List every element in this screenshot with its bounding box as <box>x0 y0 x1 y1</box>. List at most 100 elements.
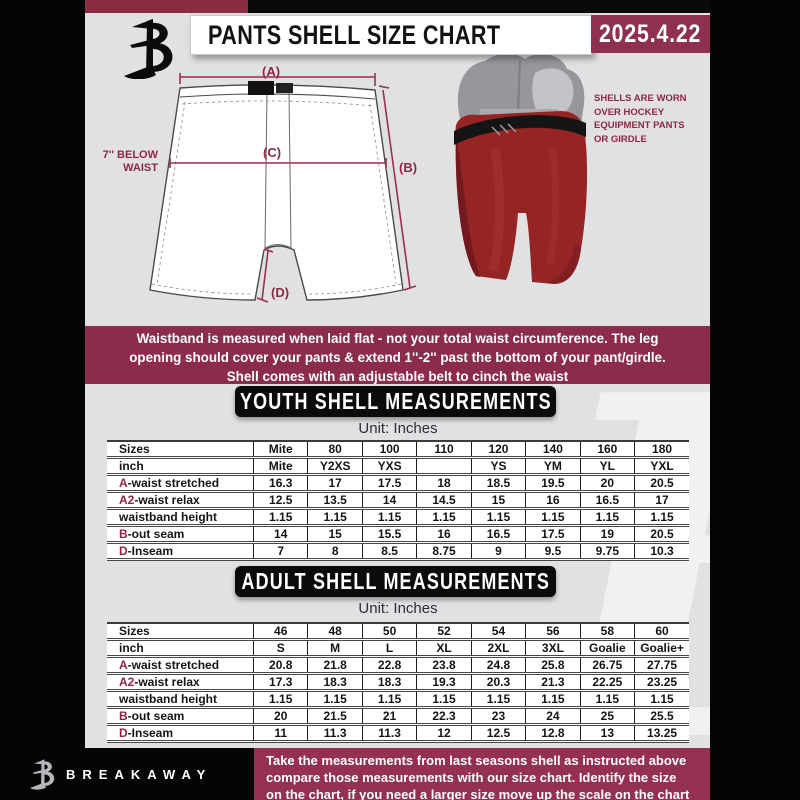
row-label: A-waist stretched <box>107 474 254 493</box>
date-text: 2025.4.22 <box>599 19 702 48</box>
size-value: 1.15 <box>307 508 363 527</box>
size-value: XL <box>416 639 472 658</box>
size-value: 17 <box>307 474 363 493</box>
size-value: S <box>252 639 308 658</box>
row-label: inch <box>107 639 254 658</box>
size-value <box>416 457 472 476</box>
size-value: 8.75 <box>416 542 472 561</box>
size-value: 13 <box>579 724 635 743</box>
size-value: L <box>361 639 417 658</box>
size-value: 1.15 <box>525 508 581 527</box>
size-value: 1.15 <box>470 690 526 709</box>
size-value: 24 <box>525 707 581 726</box>
size-value: 27.75 <box>634 656 689 675</box>
size-value: 1.15 <box>416 690 472 709</box>
size-value: 19.3 <box>416 673 472 692</box>
size-value: 15 <box>470 491 526 510</box>
top-strip-maroon <box>85 0 248 13</box>
size-value: 1.15 <box>252 508 308 527</box>
size-value: 1.15 <box>579 690 635 709</box>
size-value: 22.8 <box>361 656 417 675</box>
size-value: 14.5 <box>416 491 472 510</box>
size-value: 14 <box>361 491 417 510</box>
top-strip-black <box>248 0 710 13</box>
left-frame-bar <box>0 0 85 800</box>
size-column-header: 180 <box>634 441 689 459</box>
size-column-header: 46 <box>252 623 308 641</box>
size-column-header: 50 <box>361 623 417 641</box>
size-value: 19 <box>579 525 635 544</box>
size-value: 16.5 <box>579 491 635 510</box>
size-column-header: 48 <box>307 623 363 641</box>
size-value: 18.3 <box>307 673 363 692</box>
row-label: D-Inseam <box>107 724 254 743</box>
hockey-pants-photo <box>440 53 605 298</box>
row-label: A2-waist relax <box>107 673 254 692</box>
row-label: inch <box>107 457 254 476</box>
size-value: 23.8 <box>416 656 472 675</box>
adult-unit-label: Unit: Inches <box>358 600 438 617</box>
size-value: 22.3 <box>416 707 472 726</box>
youth-section-heading: YOUTH SHELL MEASUREMENTS <box>235 386 556 417</box>
size-value: 18.5 <box>470 474 526 493</box>
size-value: 17.3 <box>252 673 308 692</box>
size-value: 1.15 <box>634 690 689 709</box>
page-title: PANTS SHELL SIZE CHART <box>208 19 501 50</box>
size-value: 1.15 <box>470 508 526 527</box>
size-value: 20.3 <box>470 673 526 692</box>
size-value: 7 <box>252 542 308 561</box>
size-value: 21.8 <box>307 656 363 675</box>
right-frame-bar <box>710 0 800 800</box>
size-value: 9.75 <box>579 542 635 561</box>
size-value: 21 <box>361 707 417 726</box>
size-column-header: 52 <box>416 623 472 641</box>
size-value: 13.5 <box>307 491 363 510</box>
youth-size-table: Sizes Mite 80 100 110 120 140 160 180 inch Mite Y2X… <box>107 440 689 561</box>
size-value: Mite <box>252 457 308 476</box>
size-value: 20.5 <box>634 525 689 544</box>
size-value: 12.8 <box>525 724 581 743</box>
size-table: Sizes Mite 80 100 110 120 140 160 180 inch Mite Y2X… <box>107 440 689 561</box>
size-value: 25.5 <box>634 707 689 726</box>
size-value: 22.25 <box>579 673 635 692</box>
size-value: 16.3 <box>252 474 308 493</box>
size-value: 15.5 <box>361 525 417 544</box>
size-column-header: Mite <box>252 441 308 459</box>
measure-label-d: (D) <box>271 285 290 300</box>
row-label: D-Inseam <box>107 542 254 561</box>
size-value: 25 <box>579 707 635 726</box>
size-value: 1.15 <box>252 690 308 709</box>
size-value: 21.3 <box>525 673 581 692</box>
row-label: Sizes <box>107 441 254 459</box>
size-column-header: 100 <box>361 441 417 459</box>
size-column-header: 58 <box>579 623 635 641</box>
size-value: 18.3 <box>361 673 417 692</box>
size-value: 10.3 <box>634 542 689 561</box>
size-value: 2XL <box>470 639 526 658</box>
size-value: 20.8 <box>252 656 308 675</box>
size-value: 12 <box>416 724 472 743</box>
measurement-info-banner: Waistband is measured when laid flat - n… <box>85 326 710 384</box>
size-value: 23.25 <box>634 673 689 692</box>
breakaway-logo-icon <box>120 17 180 84</box>
measure-letter: B <box>119 709 128 723</box>
size-value: YXL <box>634 457 689 476</box>
waist-note: 7'' BELOW WAIST <box>102 149 158 174</box>
size-value: 17 <box>634 491 689 510</box>
size-value: 20.5 <box>634 474 689 493</box>
size-value: 15 <box>307 525 363 544</box>
size-column-header: 56 <box>525 623 581 641</box>
size-column-header: 140 <box>525 441 581 459</box>
size-value: 20 <box>252 707 308 726</box>
breakaway-footer-logo-icon <box>30 759 55 790</box>
row-label: B-out seam <box>107 707 254 726</box>
size-table: Sizes 46 48 50 52 54 56 58 60 inch S M L XL 2XL 3XL Goal… <box>107 622 689 743</box>
row-label: waistband height <box>107 690 254 709</box>
size-value: 9 <box>470 542 526 561</box>
size-column-header: 54 <box>470 623 526 641</box>
size-value: 12.5 <box>252 491 308 510</box>
size-value: 19.5 <box>525 474 581 493</box>
footer-brand-block: BREAKAWAY <box>0 748 254 800</box>
size-column-header: 110 <box>416 441 472 459</box>
size-value: 1.15 <box>525 690 581 709</box>
